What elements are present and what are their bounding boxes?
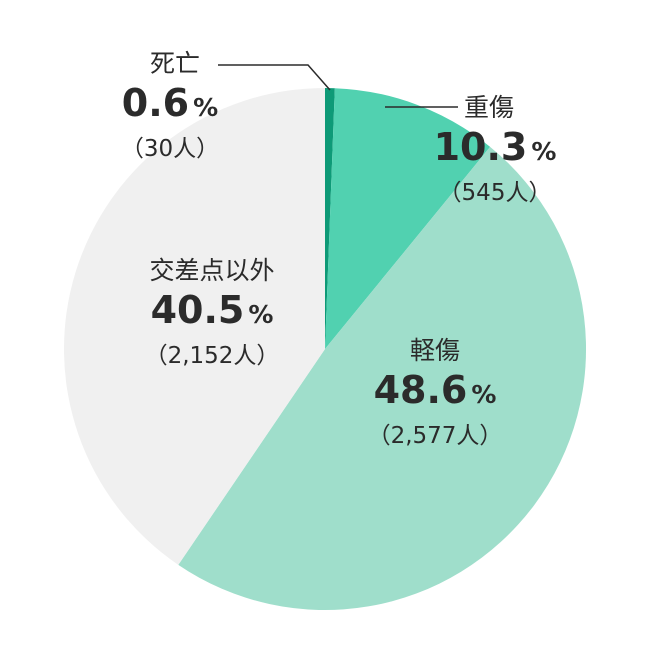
slice-percent: 48.6% [373,368,497,412]
slice-death [325,88,335,349]
slice-name: 死亡 [150,49,201,78]
pie-slices [64,87,587,611]
slice-label-non-intersection: 交差点以外 40.5% （2,152人） [112,255,312,371]
slice-percent: 40.5% [150,288,274,332]
slice-label-death: 死亡 0.6% （30人） [110,48,230,164]
slice-name: 重傷 [464,93,515,122]
slice-label-minor: 軽傷 48.6% （2,577人） [345,335,525,451]
slice-name: 交差点以外 [149,256,275,285]
slice-percent: 10.3% [433,125,557,169]
slice-count: （30人） [120,136,220,162]
slice-count: （2,152人） [144,343,280,369]
slice-label-serious: 重傷 10.3% （545人） [420,92,570,208]
slice-count: （2,577人） [367,423,503,449]
slice-non-intersection [64,87,325,565]
slice-name: 軽傷 [409,336,460,365]
slice-count: （545人） [438,180,552,206]
slice-minor-injury [178,146,587,611]
leader-line-death [218,64,331,91]
slice-serious-injury [325,88,491,349]
slice-percent: 0.6% [121,81,219,125]
